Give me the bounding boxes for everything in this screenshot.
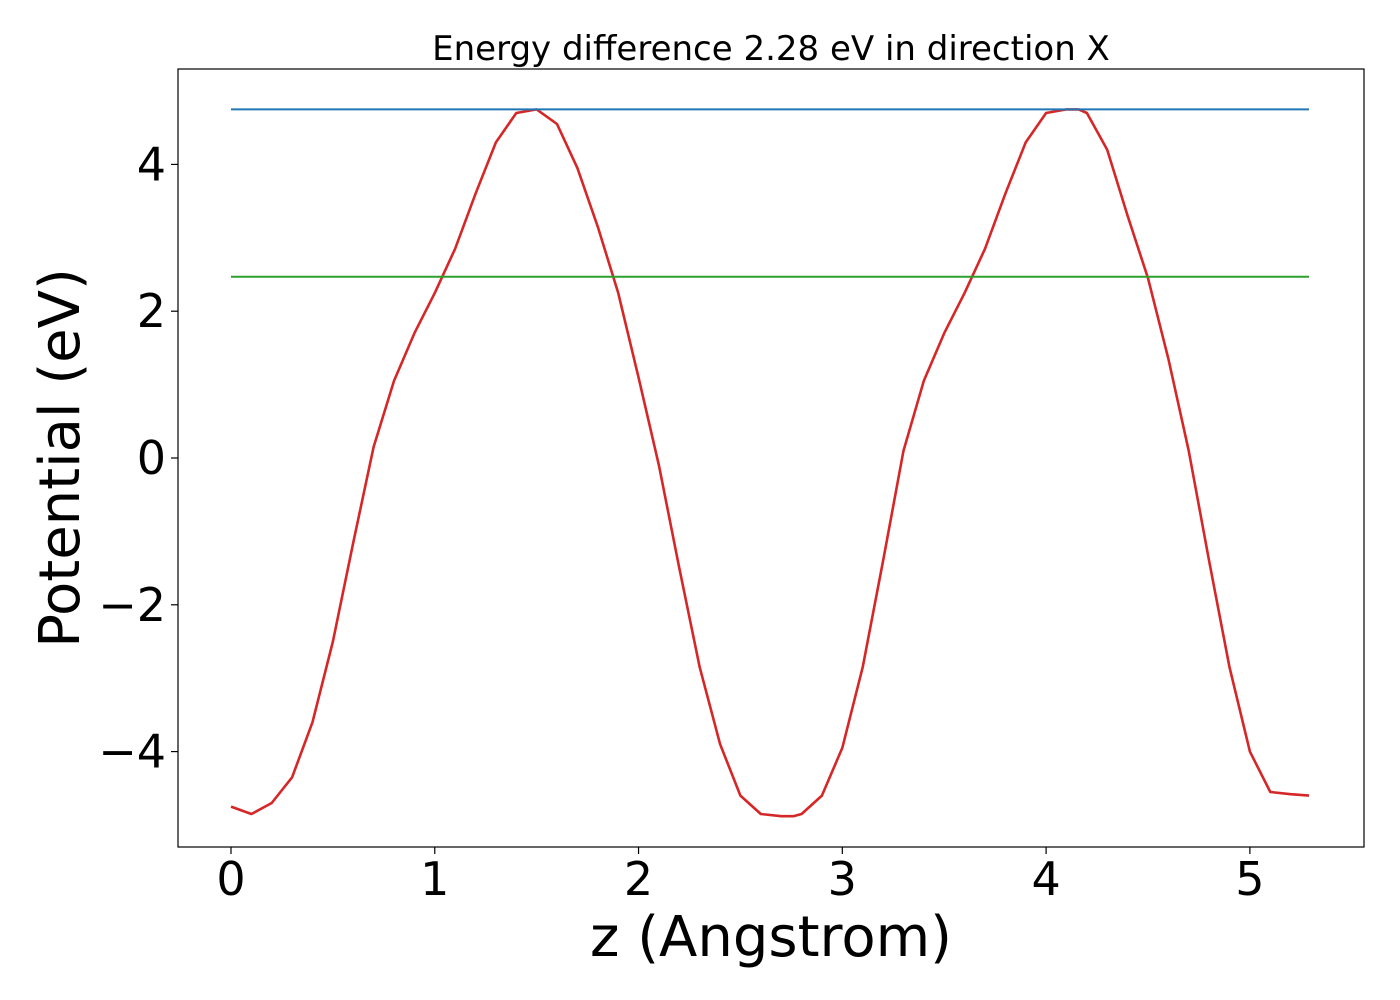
y-axis-label: Potential (eV) (28, 268, 93, 648)
x-tick-label: 4 (1031, 852, 1060, 906)
series-line-0 (230, 108, 1310, 818)
x-tick-label: 3 (828, 852, 857, 906)
y-tick-label: −4 (98, 725, 166, 779)
y-tick-label: −2 (98, 578, 166, 632)
x-tick-label: 0 (216, 852, 245, 906)
y-tick-label: 4 (137, 137, 166, 191)
x-tick-label: 2 (624, 852, 653, 906)
y-tick-label: 0 (137, 431, 166, 485)
x-tick-label: 5 (1235, 852, 1264, 906)
series-layer (230, 108, 1310, 818)
x-axis-label: z (Angstrom) (590, 905, 952, 970)
x-tick-label: 1 (420, 852, 449, 906)
chart-title: Energy difference 2.28 eV in direction X (432, 29, 1110, 69)
x-axis-ticks: 0 1 2 3 4 5 (216, 847, 1265, 906)
y-axis-ticks: −4 −2 0 2 4 (98, 137, 178, 779)
plot-frame (177, 68, 1365, 848)
y-tick-label: 2 (137, 284, 166, 338)
